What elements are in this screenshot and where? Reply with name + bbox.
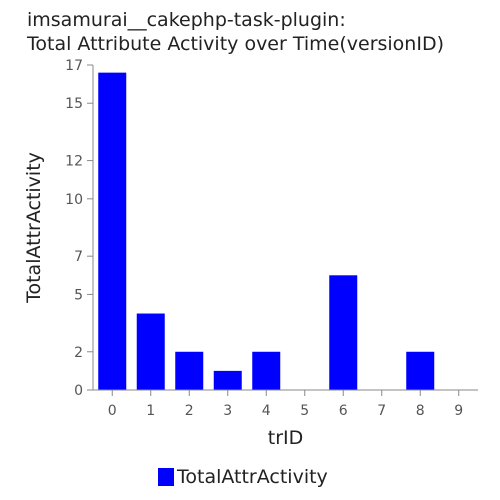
x-tick-label: 0 (108, 403, 117, 419)
legend: TotalAttrActivity (158, 466, 328, 488)
y-tick-label: 2 (74, 345, 83, 361)
bars (98, 73, 434, 390)
y-tick-label: 0 (74, 383, 83, 399)
legend-label: TotalAttrActivity (177, 466, 328, 488)
bar (329, 275, 357, 390)
bar (175, 352, 203, 390)
x-tick-label: 3 (223, 403, 232, 419)
y-tick-label: 10 (65, 192, 83, 208)
x-tick-label: 7 (377, 403, 386, 419)
bar (406, 352, 434, 390)
x-tick-label: 2 (185, 403, 194, 419)
y-tick-label: 15 (65, 96, 83, 112)
x-ticks: 0 1 2 3 4 5 6 7 8 9 (108, 390, 463, 419)
x-tick-label: 6 (339, 403, 348, 419)
y-tick-label: 5 (74, 287, 83, 303)
legend-swatch (158, 468, 174, 486)
x-tick-label: 5 (300, 403, 309, 419)
x-tick-label: 8 (416, 403, 425, 419)
x-axis-label: trID (268, 427, 304, 449)
x-tick-label: 4 (262, 403, 271, 419)
bar (137, 314, 165, 390)
x-tick-label: 9 (454, 403, 463, 419)
bar (214, 371, 242, 390)
y-ticks: 0 2 5 7 10 12 15 17 (65, 58, 93, 399)
y-tick-label: 7 (74, 249, 83, 265)
x-tick-label: 1 (146, 403, 155, 419)
y-tick-label: 12 (65, 154, 83, 170)
bar (252, 352, 280, 390)
y-axis-label: TotalAttrActivity (23, 152, 45, 304)
bar (98, 73, 126, 390)
y-tick-label: 17 (65, 58, 83, 74)
